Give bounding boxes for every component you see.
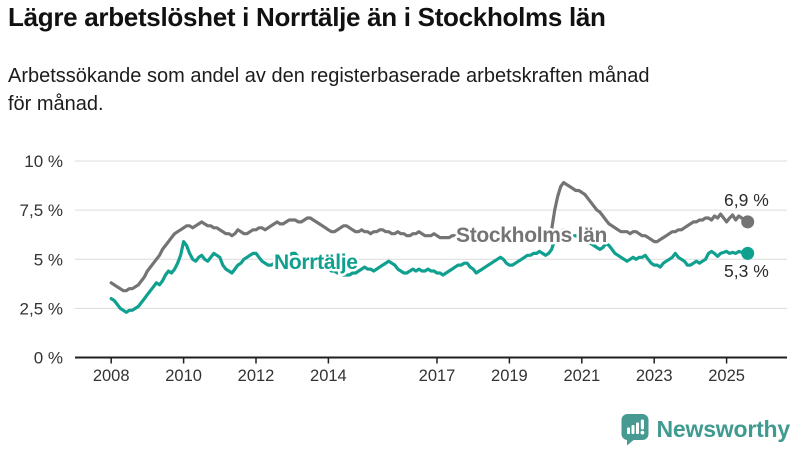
y-axis-label: 5 % (34, 250, 63, 269)
series-line-norrtalje (109, 228, 750, 314)
series-layer (109, 180, 755, 314)
y-axis-label: 2,5 % (20, 299, 63, 318)
chart-subtitle: Arbetssökande som andel av den registerb… (8, 62, 792, 118)
x-axis-label: 2014 (310, 367, 347, 385)
x-axis-label: 2021 (563, 367, 600, 385)
newsworthy-chart-bubble-icon (621, 414, 649, 446)
series-label-stockholms-lan: Stockholms län (456, 224, 607, 247)
label-layer: Stockholms län Norrtälje 6,9 % 5,3 % (272, 190, 769, 281)
series-label-norrtalje: Norrtälje (274, 251, 358, 274)
end-dot-norrtalje (741, 246, 755, 260)
unemployment-line-chart: 0 % 2,5 % 5 % 7,5 % 10 % 2008 2010 2012 2014 2017… (20, 152, 787, 385)
y-axis-label: 0 % (34, 349, 63, 368)
end-dot-stockholms-lan (741, 215, 755, 229)
y-axis-label: 7,5 % (20, 201, 63, 220)
x-axis-label: 2025 (708, 367, 745, 385)
newsworthy-wordmark: Newsworthy (656, 416, 791, 442)
x-axis-label: 2017 (419, 367, 456, 385)
x-axis-label: 2012 (238, 367, 275, 385)
subtitle-line-1: Arbetssökande som andel av den registerb… (8, 65, 650, 87)
subtitle-line-2: för månad. (8, 93, 104, 115)
y-axis-label: 10 % (24, 152, 63, 171)
end-value-label-stockholms-lan: 6,9 % (724, 190, 769, 210)
page-title: Lägre arbetslöshet i Norrtälje än i Stoc… (8, 2, 606, 32)
x-axis-label: 2008 (93, 367, 130, 385)
series-line-stockholms-lan (109, 180, 750, 293)
newsworthy-logo: Newsworthy (620, 413, 790, 446)
x-axis-label: 2023 (636, 367, 673, 385)
end-value-label-norrtalje: 5,3 % (724, 261, 769, 281)
x-axis-label: 2019 (491, 367, 528, 385)
x-axis-label: 2010 (165, 367, 202, 385)
grid-layer: 0 % 2,5 % 5 % 7,5 % 10 % 2008 2010 2012 2014 2017… (20, 152, 787, 385)
